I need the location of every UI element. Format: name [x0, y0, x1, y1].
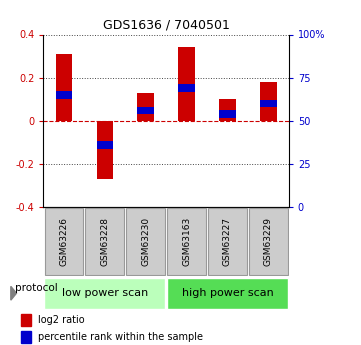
- Bar: [56, 91, 72, 99]
- FancyBboxPatch shape: [167, 208, 206, 275]
- Bar: [260, 82, 277, 121]
- Bar: [96, 141, 113, 149]
- Text: GSM63163: GSM63163: [182, 217, 191, 266]
- Bar: [178, 47, 195, 121]
- Text: GSM63230: GSM63230: [141, 217, 150, 266]
- Bar: [21, 331, 31, 343]
- Text: high power scan: high power scan: [182, 288, 273, 298]
- Bar: [219, 99, 236, 121]
- Text: protocol: protocol: [15, 283, 58, 293]
- FancyBboxPatch shape: [44, 208, 83, 275]
- FancyBboxPatch shape: [208, 208, 247, 275]
- Bar: [167, 278, 288, 309]
- Bar: [178, 84, 195, 92]
- FancyBboxPatch shape: [86, 208, 124, 275]
- Text: GSM63226: GSM63226: [59, 217, 68, 266]
- Bar: [21, 314, 31, 326]
- Bar: [138, 107, 154, 114]
- Bar: [96, 121, 113, 179]
- FancyBboxPatch shape: [249, 208, 288, 275]
- Text: percentile rank within the sample: percentile rank within the sample: [38, 333, 203, 342]
- Polygon shape: [11, 286, 17, 300]
- Text: GSM63228: GSM63228: [100, 217, 109, 266]
- Bar: [56, 54, 72, 121]
- Text: GSM63229: GSM63229: [264, 217, 273, 266]
- Text: low power scan: low power scan: [62, 288, 148, 298]
- Text: GSM63227: GSM63227: [223, 217, 232, 266]
- Text: log2 ratio: log2 ratio: [38, 315, 85, 325]
- FancyBboxPatch shape: [126, 208, 165, 275]
- Title: GDS1636 / 7040501: GDS1636 / 7040501: [103, 19, 230, 32]
- Bar: [138, 93, 154, 121]
- Bar: [219, 110, 236, 118]
- Bar: [260, 100, 277, 107]
- Bar: [44, 278, 165, 309]
